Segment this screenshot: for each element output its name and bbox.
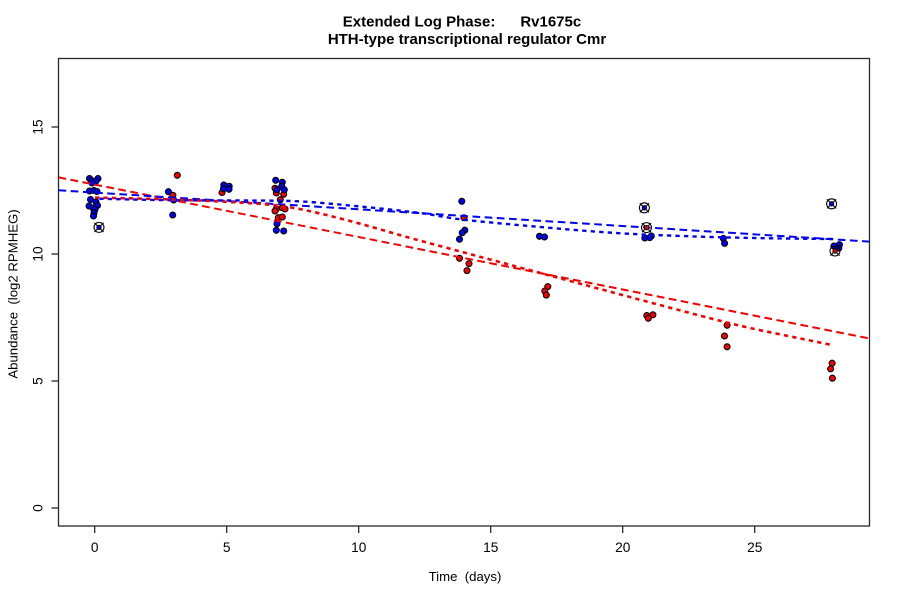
svg-text:10: 10: [351, 540, 367, 555]
svg-text:15: 15: [483, 540, 499, 555]
svg-text:20: 20: [615, 540, 631, 555]
svg-text:Time (days): Time (days): [429, 569, 502, 584]
svg-text:0: 0: [31, 504, 46, 512]
svg-text:5: 5: [223, 540, 231, 555]
svg-text:10: 10: [31, 246, 46, 262]
svg-text:15: 15: [31, 119, 46, 135]
svg-text:25: 25: [747, 540, 763, 555]
svg-text:Abundance (log2 RPMHEG): Abundance (log2 RPMHEG): [6, 209, 21, 378]
svg-text:5: 5: [31, 377, 46, 385]
svg-text:HTH-type transcriptional regul: HTH-type transcriptional regulator Cmr: [328, 31, 607, 48]
svg-text:0: 0: [91, 540, 99, 555]
svg-text:Extended Log Phase: Rv167: Extended Log Phase: Rv1675c: [343, 14, 581, 31]
